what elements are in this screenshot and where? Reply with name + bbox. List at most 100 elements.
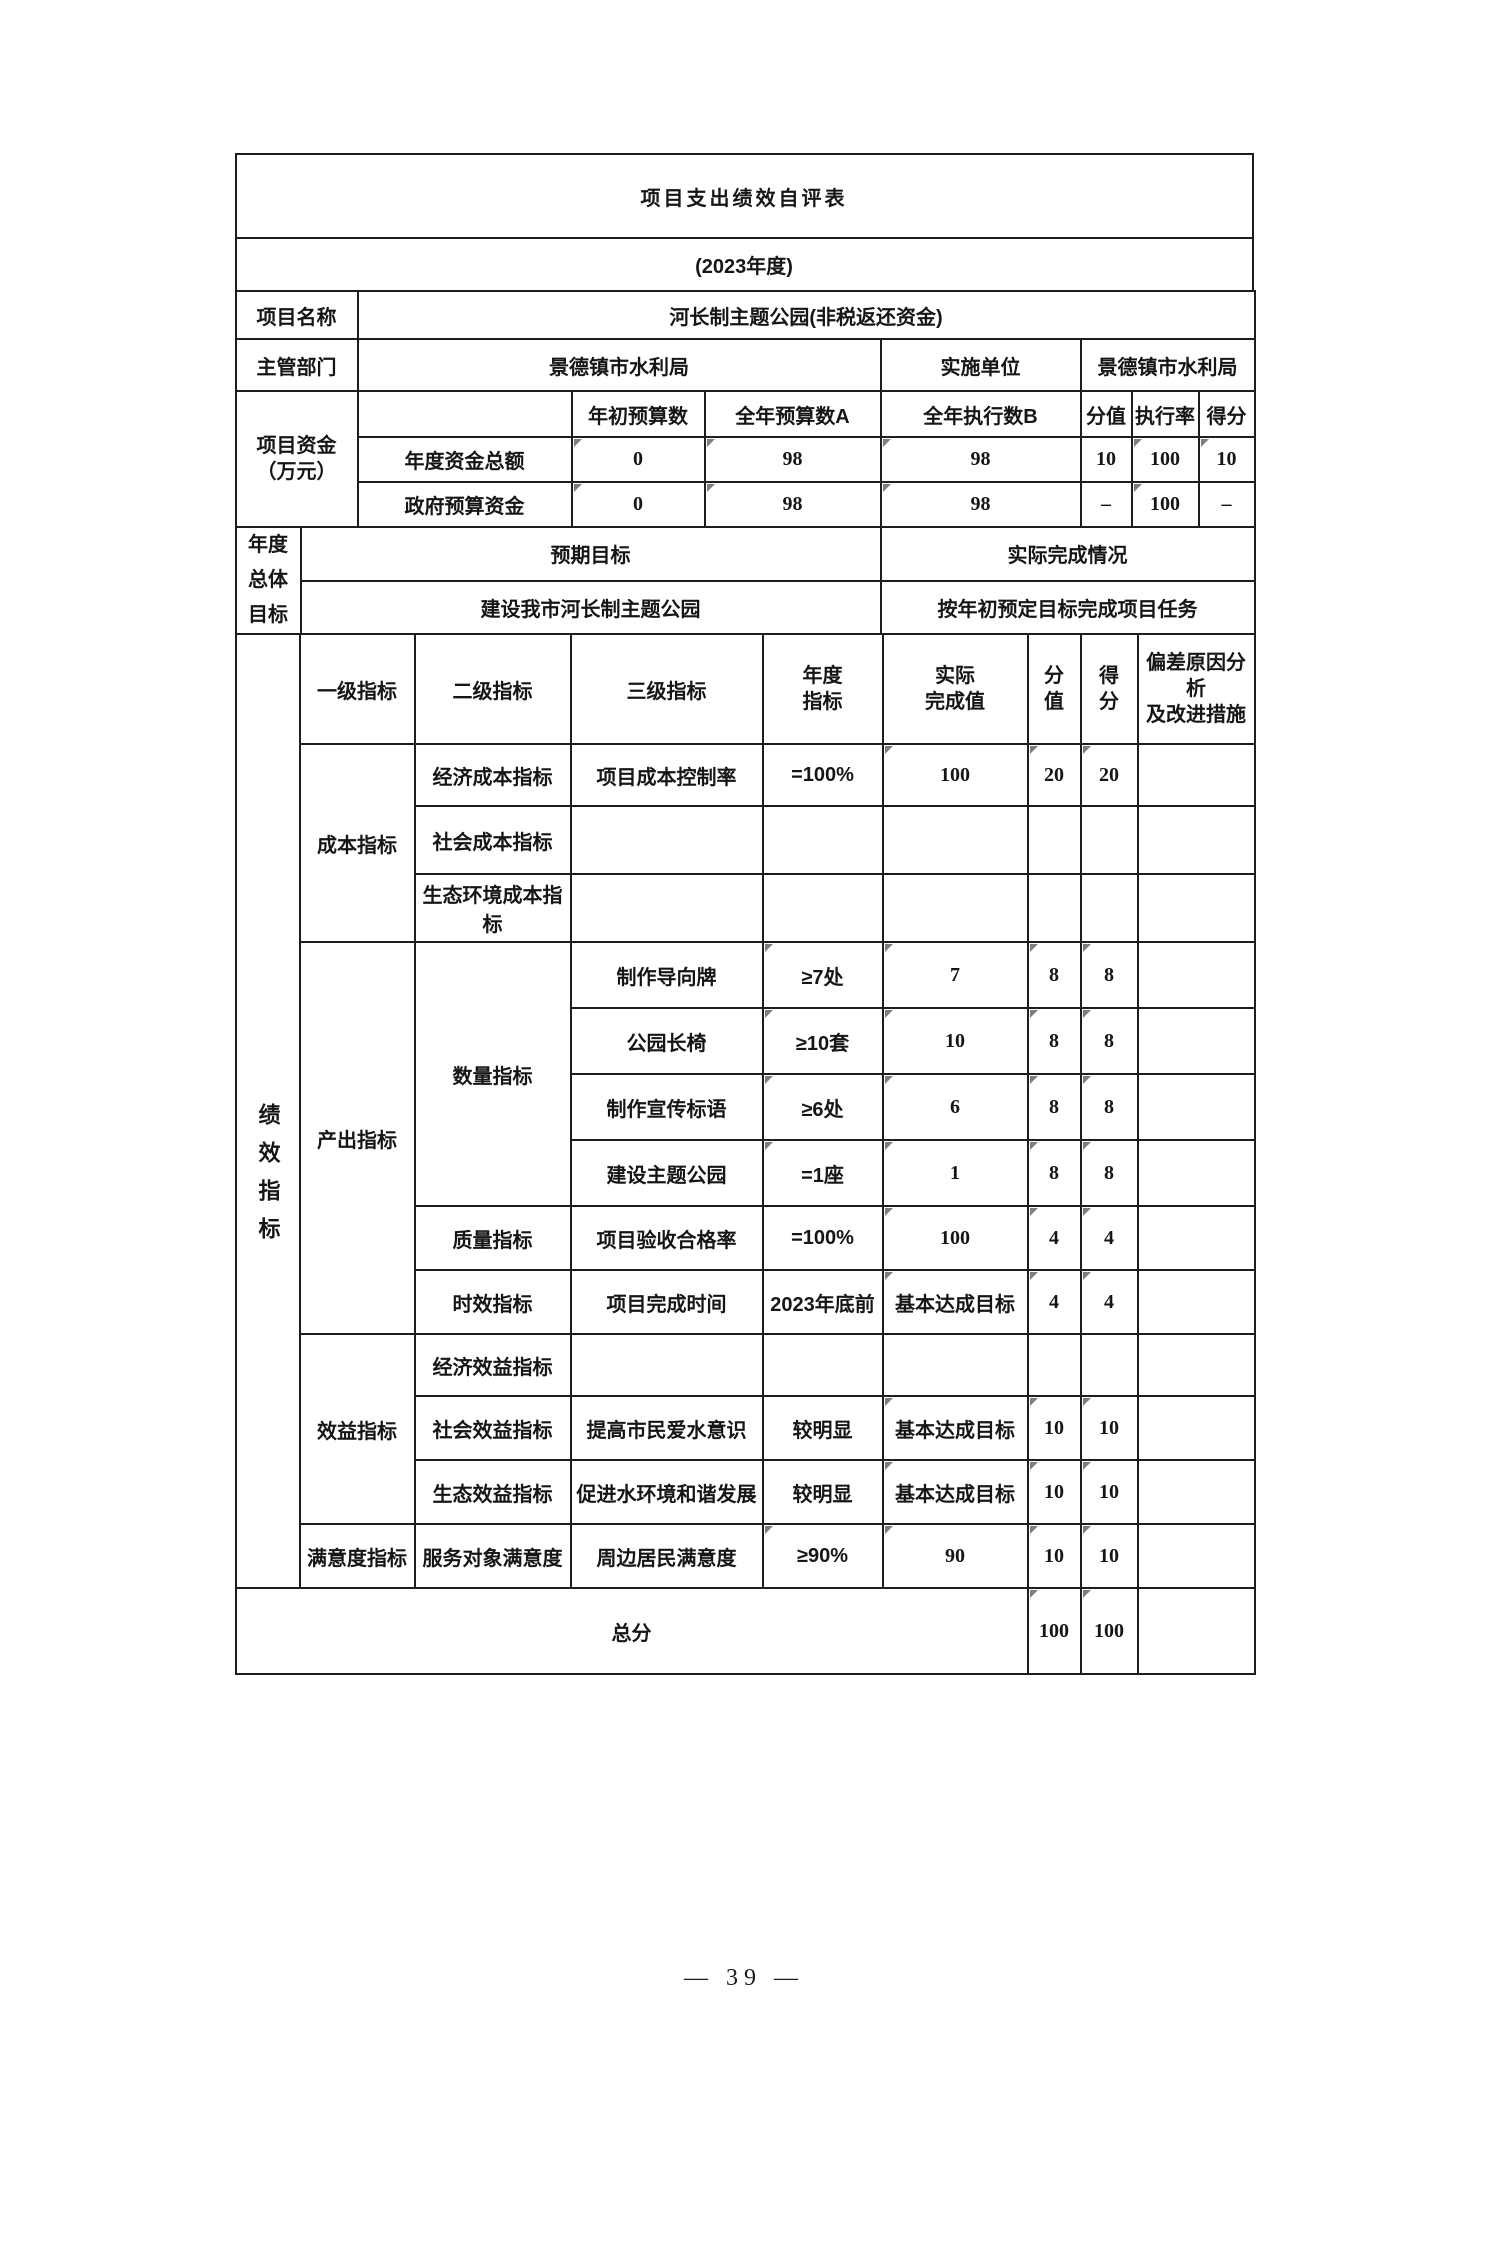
group-benefit-indicators: 效益指标	[298, 1333, 416, 1525]
annual-indicator-cell	[761, 873, 884, 943]
score-cell: 8	[1079, 1139, 1139, 1207]
funds-total-initial: 0	[570, 436, 706, 483]
points-cell: 10	[1026, 1523, 1082, 1589]
deviation-cell	[1136, 941, 1256, 1009]
group-output-indicators: 产出指标	[298, 941, 416, 1335]
actual-value-cell: 基本达成目标	[881, 1459, 1029, 1525]
level2-cell: 社会效益指标	[413, 1395, 572, 1461]
actual-value-cell: 7	[881, 941, 1029, 1009]
project-name-label: 项目名称	[234, 290, 359, 340]
funds-header-row: 项目资金 （万元） 年初预算数 全年预算数A 全年执行数B 分值 执行率 得分	[234, 390, 1256, 528]
funds-gov-score: –	[1197, 481, 1256, 528]
funds-row-gov-label: 政府预算资金	[356, 481, 573, 528]
indicator-row: 生态效益指标 促进水环境和谐发展 较明显 基本达成目标 10 10	[236, 1459, 1256, 1525]
total-points: 100	[1026, 1587, 1082, 1675]
funds-header-score: 得分	[1197, 390, 1256, 438]
funds-row-gov: 政府预算资金 0 98 98 – 100 –	[236, 481, 1256, 528]
level3-cell: 公园长椅	[569, 1007, 764, 1075]
indicator-row: 成本指标 经济成本指标 项目成本控制率 =100% 100 20 20	[236, 743, 1256, 943]
self-evaluation-form: 项目支出绩效自评表 (2023年度) 项目名称 河长制主题公园(非税返还资金) …	[234, 153, 1256, 1675]
indicator-row: 社会效益指标 提高市民爱水意识 较明显 基本达成目标 10 10	[236, 1395, 1256, 1461]
form-title: 项目支出绩效自评表	[234, 153, 1254, 239]
funds-total-rate: 100	[1130, 436, 1200, 483]
score-cell: 4	[1079, 1205, 1139, 1271]
indicator-row: 生态环境成本指标	[236, 873, 1256, 943]
annual-indicator-cell: ≥10套	[761, 1007, 884, 1075]
annual-goal-label: 年度 总体 目标	[234, 526, 302, 635]
deviation-cell	[1136, 1269, 1256, 1335]
form-year-subtitle: (2023年度)	[234, 237, 1254, 292]
indicator-row: 效益指标 经济效益指标	[236, 1333, 1256, 1525]
indicator-row: 建设主题公园 =1座 1 8 8	[236, 1139, 1256, 1207]
points-cell: 10	[1026, 1459, 1082, 1525]
level3-cell: 制作宣传标语	[569, 1073, 764, 1141]
funds-gov-value: –	[1079, 481, 1133, 528]
points-cell: 4	[1026, 1269, 1082, 1335]
indicator-row: 公园长椅 ≥10套 10 8 8	[236, 1007, 1256, 1075]
score-cell: 8	[1079, 1073, 1139, 1141]
funds-header-value: 分值	[1079, 390, 1133, 438]
project-name-row: 项目名称 河长制主题公园(非税返还资金)	[234, 290, 1256, 340]
funds-header-executed: 全年执行数B	[879, 390, 1082, 438]
goal-value-row: 建设我市河长制主题公园 按年初预定目标完成项目任务	[236, 579, 1256, 635]
performance-indicators-side-label: 绩效指标	[255, 1102, 281, 1255]
level3-cell: 项目成本控制率	[569, 743, 764, 807]
funds-subheader-empty	[356, 390, 573, 438]
funds-total-score: 10	[1197, 436, 1256, 483]
points-cell: 8	[1026, 941, 1082, 1009]
deviation-cell	[1136, 873, 1256, 943]
level3-cell	[569, 805, 764, 875]
total-label: 总分	[234, 1587, 1029, 1675]
level3-cell: 周边居民满意度	[569, 1523, 764, 1589]
funds-row-total: 年度资金总额 0 98 98 10 100 10	[236, 436, 1256, 483]
annual-indicator-cell: ≥7处	[761, 941, 884, 1009]
points-cell: 20	[1026, 743, 1082, 807]
annual-indicator-cell: ≥90%	[761, 1523, 884, 1589]
implementing-unit-label: 实施单位	[879, 338, 1082, 392]
annual-indicator-cell: =1座	[761, 1139, 884, 1207]
actual-value-cell: 90	[881, 1523, 1029, 1589]
annual-goal-table: 年度 总体 目标 预期目标 实际完成情况 建设我市河长制主题公园 按年初预定目标…	[234, 526, 1256, 635]
level2-cell: 社会成本指标	[413, 805, 572, 875]
indicator-row: 制作宣传标语 ≥6处 6 8 8	[236, 1073, 1256, 1141]
total-score: 100	[1079, 1587, 1139, 1675]
actual-completion-value: 按年初预定目标完成项目任务	[879, 579, 1256, 635]
level3-cell: 促进水环境和谐发展	[569, 1459, 764, 1525]
annual-indicator-cell	[761, 1333, 884, 1397]
deviation-cell	[1136, 805, 1256, 875]
indicators-header-row: 绩效指标 一级指标 二级指标 三级指标 年度 指标 实际 完成值 分 值 得 分…	[234, 633, 1256, 1589]
points-cell: 8	[1026, 1139, 1082, 1207]
info-funds-table: 项目名称 河长制主题公园(非税返还资金) 主管部门 景德镇市水利局 实施单位 景…	[234, 290, 1256, 528]
actual-value-cell: 基本达成目标	[881, 1395, 1029, 1461]
title-table: 项目支出绩效自评表 (2023年度)	[234, 153, 1254, 292]
deviation-cell	[1136, 1459, 1256, 1525]
goal-header-row: 年度 总体 目标 预期目标 实际完成情况	[234, 526, 1256, 635]
department-value: 景德镇市水利局	[356, 338, 882, 392]
group-satisfaction-indicators: 满意度指标	[298, 1523, 416, 1589]
group-quantity-indicators: 数量指标	[413, 941, 572, 1207]
deviation-cell	[1136, 1139, 1256, 1207]
expected-goal-header: 预期目标	[299, 526, 882, 582]
indicator-row: 质量指标 项目验收合格率 =100% 100 4 4	[236, 1205, 1256, 1271]
funds-gov-annual: 98	[703, 481, 882, 528]
actual-value-cell	[881, 805, 1029, 875]
annual-indicator-cell	[761, 805, 884, 875]
annual-indicator-cell: 2023年底前	[761, 1269, 884, 1335]
deviation-cell	[1136, 1073, 1256, 1141]
score-cell: 10	[1079, 1459, 1139, 1525]
project-name-value: 河长制主题公园(非税返还资金)	[356, 290, 1256, 340]
header-points: 分 值	[1026, 633, 1082, 745]
funds-total-value: 10	[1079, 436, 1133, 483]
level3-cell: 建设主题公园	[569, 1139, 764, 1207]
indicators-table: 绩效指标 一级指标 二级指标 三级指标 年度 指标 实际 完成值 分 值 得 分…	[234, 633, 1256, 1675]
score-cell	[1079, 805, 1139, 875]
annual-indicator-cell: =100%	[761, 743, 884, 807]
indicator-row: 产出指标 数量指标 制作导向牌 ≥7处 7 8 8	[236, 941, 1256, 1335]
actual-value-cell: 100	[881, 1205, 1029, 1271]
header-actual-value: 实际 完成值	[881, 633, 1029, 745]
level2-cell: 质量指标	[413, 1205, 572, 1271]
funds-header-annual-budget: 全年预算数A	[703, 390, 882, 438]
header-level3: 三级指标	[569, 633, 764, 745]
annual-indicator-cell: 较明显	[761, 1395, 884, 1461]
actual-value-cell: 1	[881, 1139, 1029, 1207]
